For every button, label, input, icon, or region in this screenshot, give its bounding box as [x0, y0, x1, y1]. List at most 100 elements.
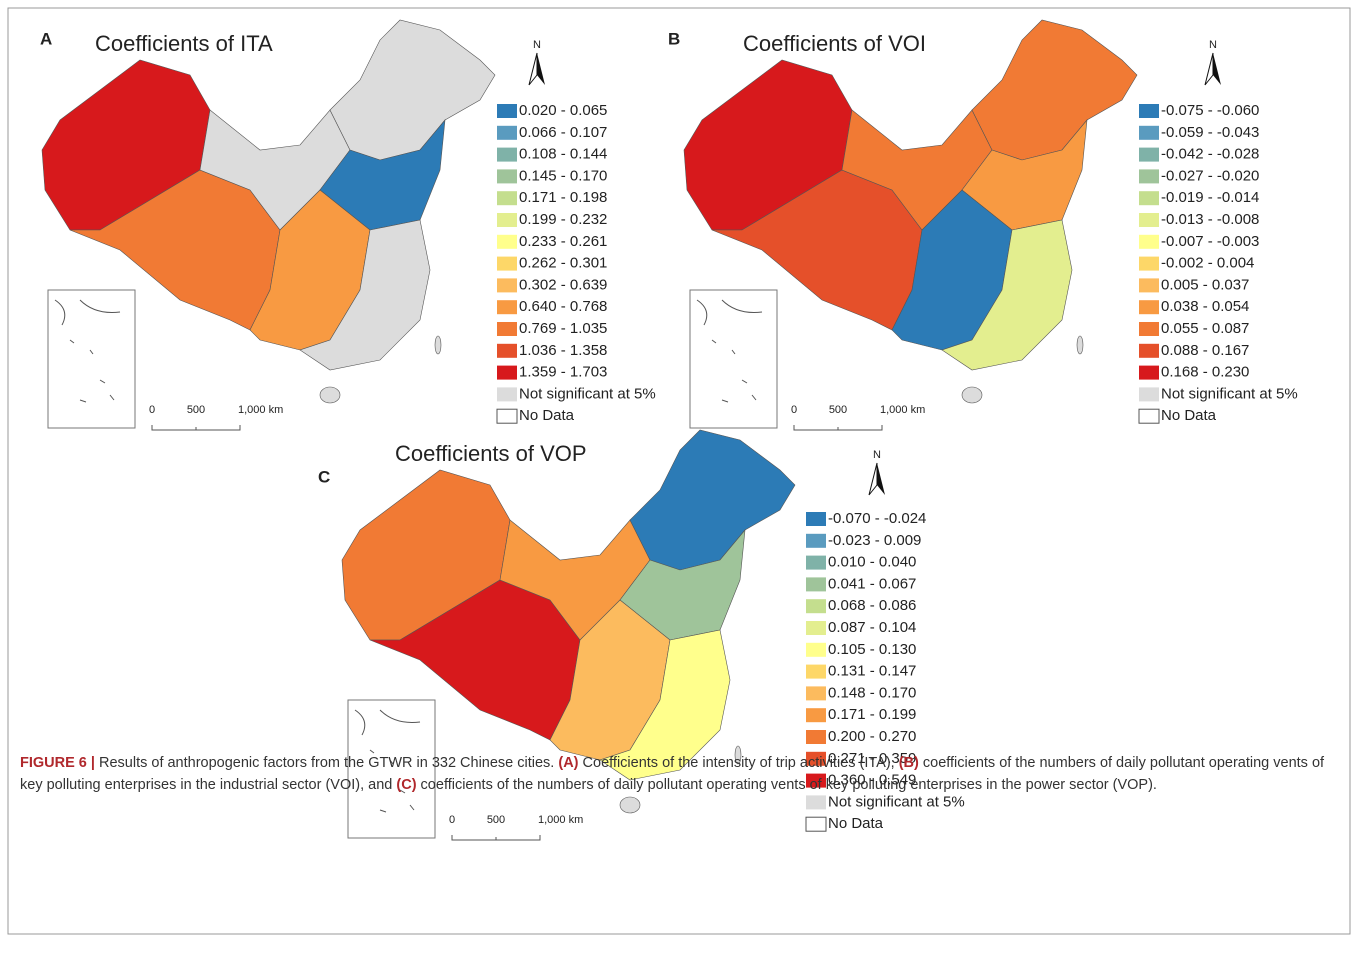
legend-swatch: [806, 795, 826, 809]
scale-label: 500: [829, 404, 847, 416]
island: [962, 387, 982, 403]
legend-swatch: [497, 387, 517, 401]
scale-label: 1,000 km: [880, 404, 925, 416]
legend-label: 0.020 - 0.065: [519, 102, 607, 119]
legend-swatch: [497, 104, 517, 118]
legend-swatch: [806, 708, 826, 722]
panel-title: Coefficients of ITA: [95, 31, 273, 56]
legend-label: 0.005 - 0.037: [1161, 276, 1249, 293]
north-arrow: [1205, 53, 1213, 85]
island: [620, 797, 640, 813]
legend-label: -0.023 - 0.009: [828, 532, 921, 549]
inset: [48, 290, 135, 428]
scale-bar: [794, 425, 882, 430]
legend-swatch: [1139, 148, 1159, 162]
legend-label: 0.041 - 0.067: [828, 575, 916, 592]
legend-label: 0.105 - 0.130: [828, 641, 916, 658]
legend-label: No Data: [1161, 407, 1217, 424]
legend-swatch: [806, 512, 826, 526]
caption: FIGURE 6 | Results of anthropogenic fact…: [20, 752, 1332, 796]
scale-label: 1,000 km: [538, 814, 583, 826]
legend-swatch: [1139, 300, 1159, 314]
legend-swatch: [1139, 104, 1159, 118]
legend-label: -0.059 - -0.043: [1161, 124, 1259, 141]
legend-label: 0.068 - 0.086: [828, 597, 916, 614]
legend-swatch: [1139, 278, 1159, 292]
legend-label: 1.036 - 1.358: [519, 342, 607, 359]
caption-text: (C): [396, 777, 416, 793]
legend-label: -0.070 - -0.024: [828, 510, 926, 527]
panel-title: Coefficients of VOI: [743, 31, 926, 56]
legend-label: 0.302 - 0.639: [519, 276, 607, 293]
legend-label: Not significant at 5%: [1161, 385, 1298, 402]
legend-swatch: [806, 534, 826, 548]
scale-bar: [452, 835, 540, 840]
legend-swatch: [1139, 257, 1159, 271]
north-arrow: [869, 463, 877, 495]
island: [320, 387, 340, 403]
map: 0 500 1,000 km: [684, 20, 1137, 430]
legend-swatch: [497, 235, 517, 249]
legend-label: -0.013 - -0.008: [1161, 211, 1259, 228]
legend-swatch: [1139, 213, 1159, 227]
legend-label: -0.007 - -0.003: [1161, 233, 1259, 250]
legend-swatch: [497, 191, 517, 205]
scale-label: 1,000 km: [238, 404, 283, 416]
legend-label: Not significant at 5%: [519, 385, 656, 402]
legend-label: 0.088 - 0.167: [1161, 342, 1249, 359]
caption-text: coefficients of the numbers of daily pol…: [417, 777, 1157, 793]
legend-label: 0.262 - 0.301: [519, 255, 607, 272]
region: [630, 430, 795, 570]
north-arrow: [529, 53, 537, 85]
caption-text: Results of anthropogenic factors from th…: [95, 755, 558, 771]
legend-swatch: [806, 577, 826, 591]
legend-label: 0.171 - 0.199: [828, 706, 916, 723]
legend-label: 0.108 - 0.144: [519, 146, 607, 163]
scale-bar: [152, 425, 240, 430]
legend-label: 0.087 - 0.104: [828, 619, 916, 636]
legend-label: 0.145 - 0.170: [519, 167, 607, 184]
caption-text: (A): [558, 755, 578, 771]
legend-label: 0.171 - 0.198: [519, 189, 607, 206]
panel-label: C: [318, 467, 330, 486]
legend-label: 0.148 - 0.170: [828, 684, 916, 701]
legend-swatch: [1139, 235, 1159, 249]
legend-swatch: [806, 556, 826, 570]
legend-swatch: [806, 665, 826, 679]
legend-swatch: [497, 300, 517, 314]
region: [972, 20, 1137, 160]
legend-label: 0.055 - 0.087: [1161, 320, 1249, 337]
legend-swatch: [497, 344, 517, 358]
legend-label: -0.075 - -0.060: [1161, 102, 1259, 119]
legend-swatch: [497, 322, 517, 336]
legend-swatch: [497, 366, 517, 380]
legend-swatch: [1139, 126, 1159, 140]
scale-label: 500: [487, 814, 505, 826]
legend-swatch: [806, 599, 826, 613]
legend-label: 0.038 - 0.054: [1161, 298, 1249, 315]
scale-label: 0: [791, 404, 797, 416]
legend-label: -0.002 - 0.004: [1161, 255, 1254, 272]
legend-label: 1.359 - 1.703: [519, 364, 607, 381]
scale-label: 500: [187, 404, 205, 416]
figure-maps: 05001,000 kmACoefficients of ITAN0.020 -…: [0, 0, 1358, 961]
legend-swatch: [1139, 322, 1159, 336]
legend-swatch: [1139, 169, 1159, 183]
legend-swatch: [1139, 366, 1159, 380]
legend-swatch: [806, 643, 826, 657]
legend-swatch: [1139, 387, 1159, 401]
figure: 05001,000 kmACoefficients of ITAN0.020 -…: [0, 0, 1358, 961]
legend-label: 0.168 - 0.230: [1161, 364, 1249, 381]
legend-swatch: [1139, 409, 1159, 423]
legend-swatch: [497, 409, 517, 423]
legend-label: 0.066 - 0.107: [519, 124, 607, 141]
legend-label: 0.200 - 0.270: [828, 728, 916, 745]
scale-label: 0: [449, 814, 455, 826]
legend-swatch: [806, 686, 826, 700]
island: [435, 336, 441, 354]
panel-title: Coefficients of VOP: [395, 441, 587, 466]
legend-label: No Data: [519, 407, 575, 424]
legend-swatch: [1139, 191, 1159, 205]
island: [1077, 336, 1083, 354]
